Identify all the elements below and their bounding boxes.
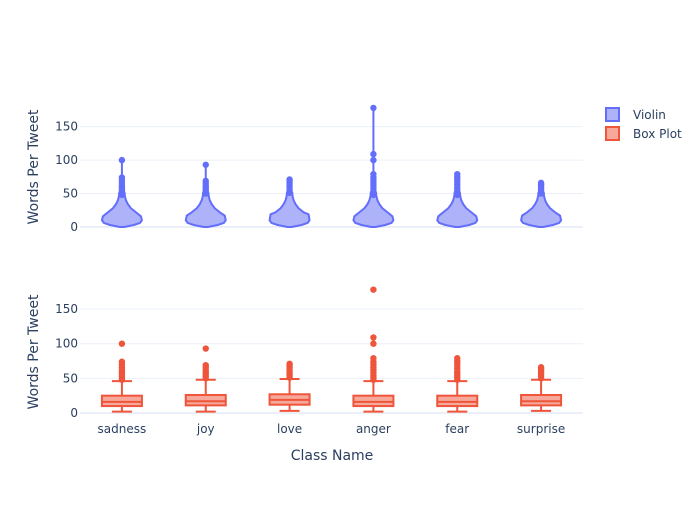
legend-swatch-violin xyxy=(605,107,620,122)
violin-point-anger-8 xyxy=(370,170,377,178)
grid-layer xyxy=(80,126,583,414)
marks-layer xyxy=(100,104,563,413)
violin-point-sadness-9 xyxy=(118,156,126,164)
box-fear xyxy=(436,394,479,408)
y-tick-label-top-0: 0 xyxy=(70,220,78,234)
legend-label-box-plot: Box Plot xyxy=(633,127,682,141)
x-tick-label-fear: fear xyxy=(445,422,469,436)
axis-layer: 0 50 100 150 0 50 100 150 sadness joy love anger fea… xyxy=(55,120,565,436)
violin-point-sadness-8 xyxy=(118,174,126,181)
box-outlier-surprise-6 xyxy=(537,364,545,371)
box-sadness xyxy=(100,394,143,408)
y-tick-label-bottom-0: 0 xyxy=(70,406,78,420)
y-axis-title-top: Words Per Tweet xyxy=(26,109,42,224)
x-tick-label-surprise: surprise xyxy=(517,422,565,436)
violin-point-fear-9 xyxy=(454,170,461,178)
x-tick-label-sadness: sadness xyxy=(98,422,147,436)
violin-point-love-7 xyxy=(286,176,293,183)
x-tick-label-anger: anger xyxy=(356,422,391,436)
violin-point-surprise-6 xyxy=(537,179,545,187)
violin-point-anger-10 xyxy=(370,150,377,158)
box-outlier-sadness-8 xyxy=(118,358,126,365)
x-tick-label-love: love xyxy=(277,422,302,436)
box-outlier-anger-9 xyxy=(370,340,377,347)
box-outlier-joy-7 xyxy=(202,345,209,352)
y-tick-label-bottom-150: 150 xyxy=(55,302,78,316)
box-outlier-joy-6 xyxy=(202,361,209,369)
y-tick-label-top-50: 50 xyxy=(63,187,78,201)
violin-surprise xyxy=(520,191,563,228)
box-anger xyxy=(352,394,395,408)
box-outlier-anger-8 xyxy=(370,355,377,362)
y-tick-label-top-100: 100 xyxy=(55,153,78,167)
legend-swatch-box-plot xyxy=(605,126,620,141)
violin-point-anger-9 xyxy=(370,156,377,164)
violin-love xyxy=(268,191,311,228)
box-outlier-anger-11 xyxy=(370,286,377,293)
legend-item-box-plot[interactable]: Box Plot xyxy=(605,126,682,141)
x-axis-title: Class Name xyxy=(291,448,374,464)
x-tick-label-joy: joy xyxy=(196,422,215,436)
box-outlier-love-7 xyxy=(286,360,293,367)
box-outlier-anger-10 xyxy=(370,334,377,341)
box-surprise xyxy=(520,393,563,407)
legend-item-violin[interactable]: Violin xyxy=(605,107,666,122)
y-tick-label-top-150: 150 xyxy=(55,120,78,134)
violin-point-joy-7 xyxy=(202,161,209,168)
y-tick-label-bottom-50: 50 xyxy=(63,371,78,385)
violin-point-anger-11 xyxy=(370,104,377,112)
box-outlier-sadness-9 xyxy=(118,340,126,347)
legend-label-violin: Violin xyxy=(633,108,666,122)
violin-point-joy-6 xyxy=(202,177,209,185)
legend: Violin Box Plot xyxy=(605,107,682,141)
violin-joy xyxy=(184,191,227,228)
y-tick-label-bottom-100: 100 xyxy=(55,337,78,351)
box-outlier-fear-9 xyxy=(454,355,461,362)
y-axis-title-bottom: Words Per Tweet xyxy=(26,294,42,409)
box-joy xyxy=(184,393,227,407)
